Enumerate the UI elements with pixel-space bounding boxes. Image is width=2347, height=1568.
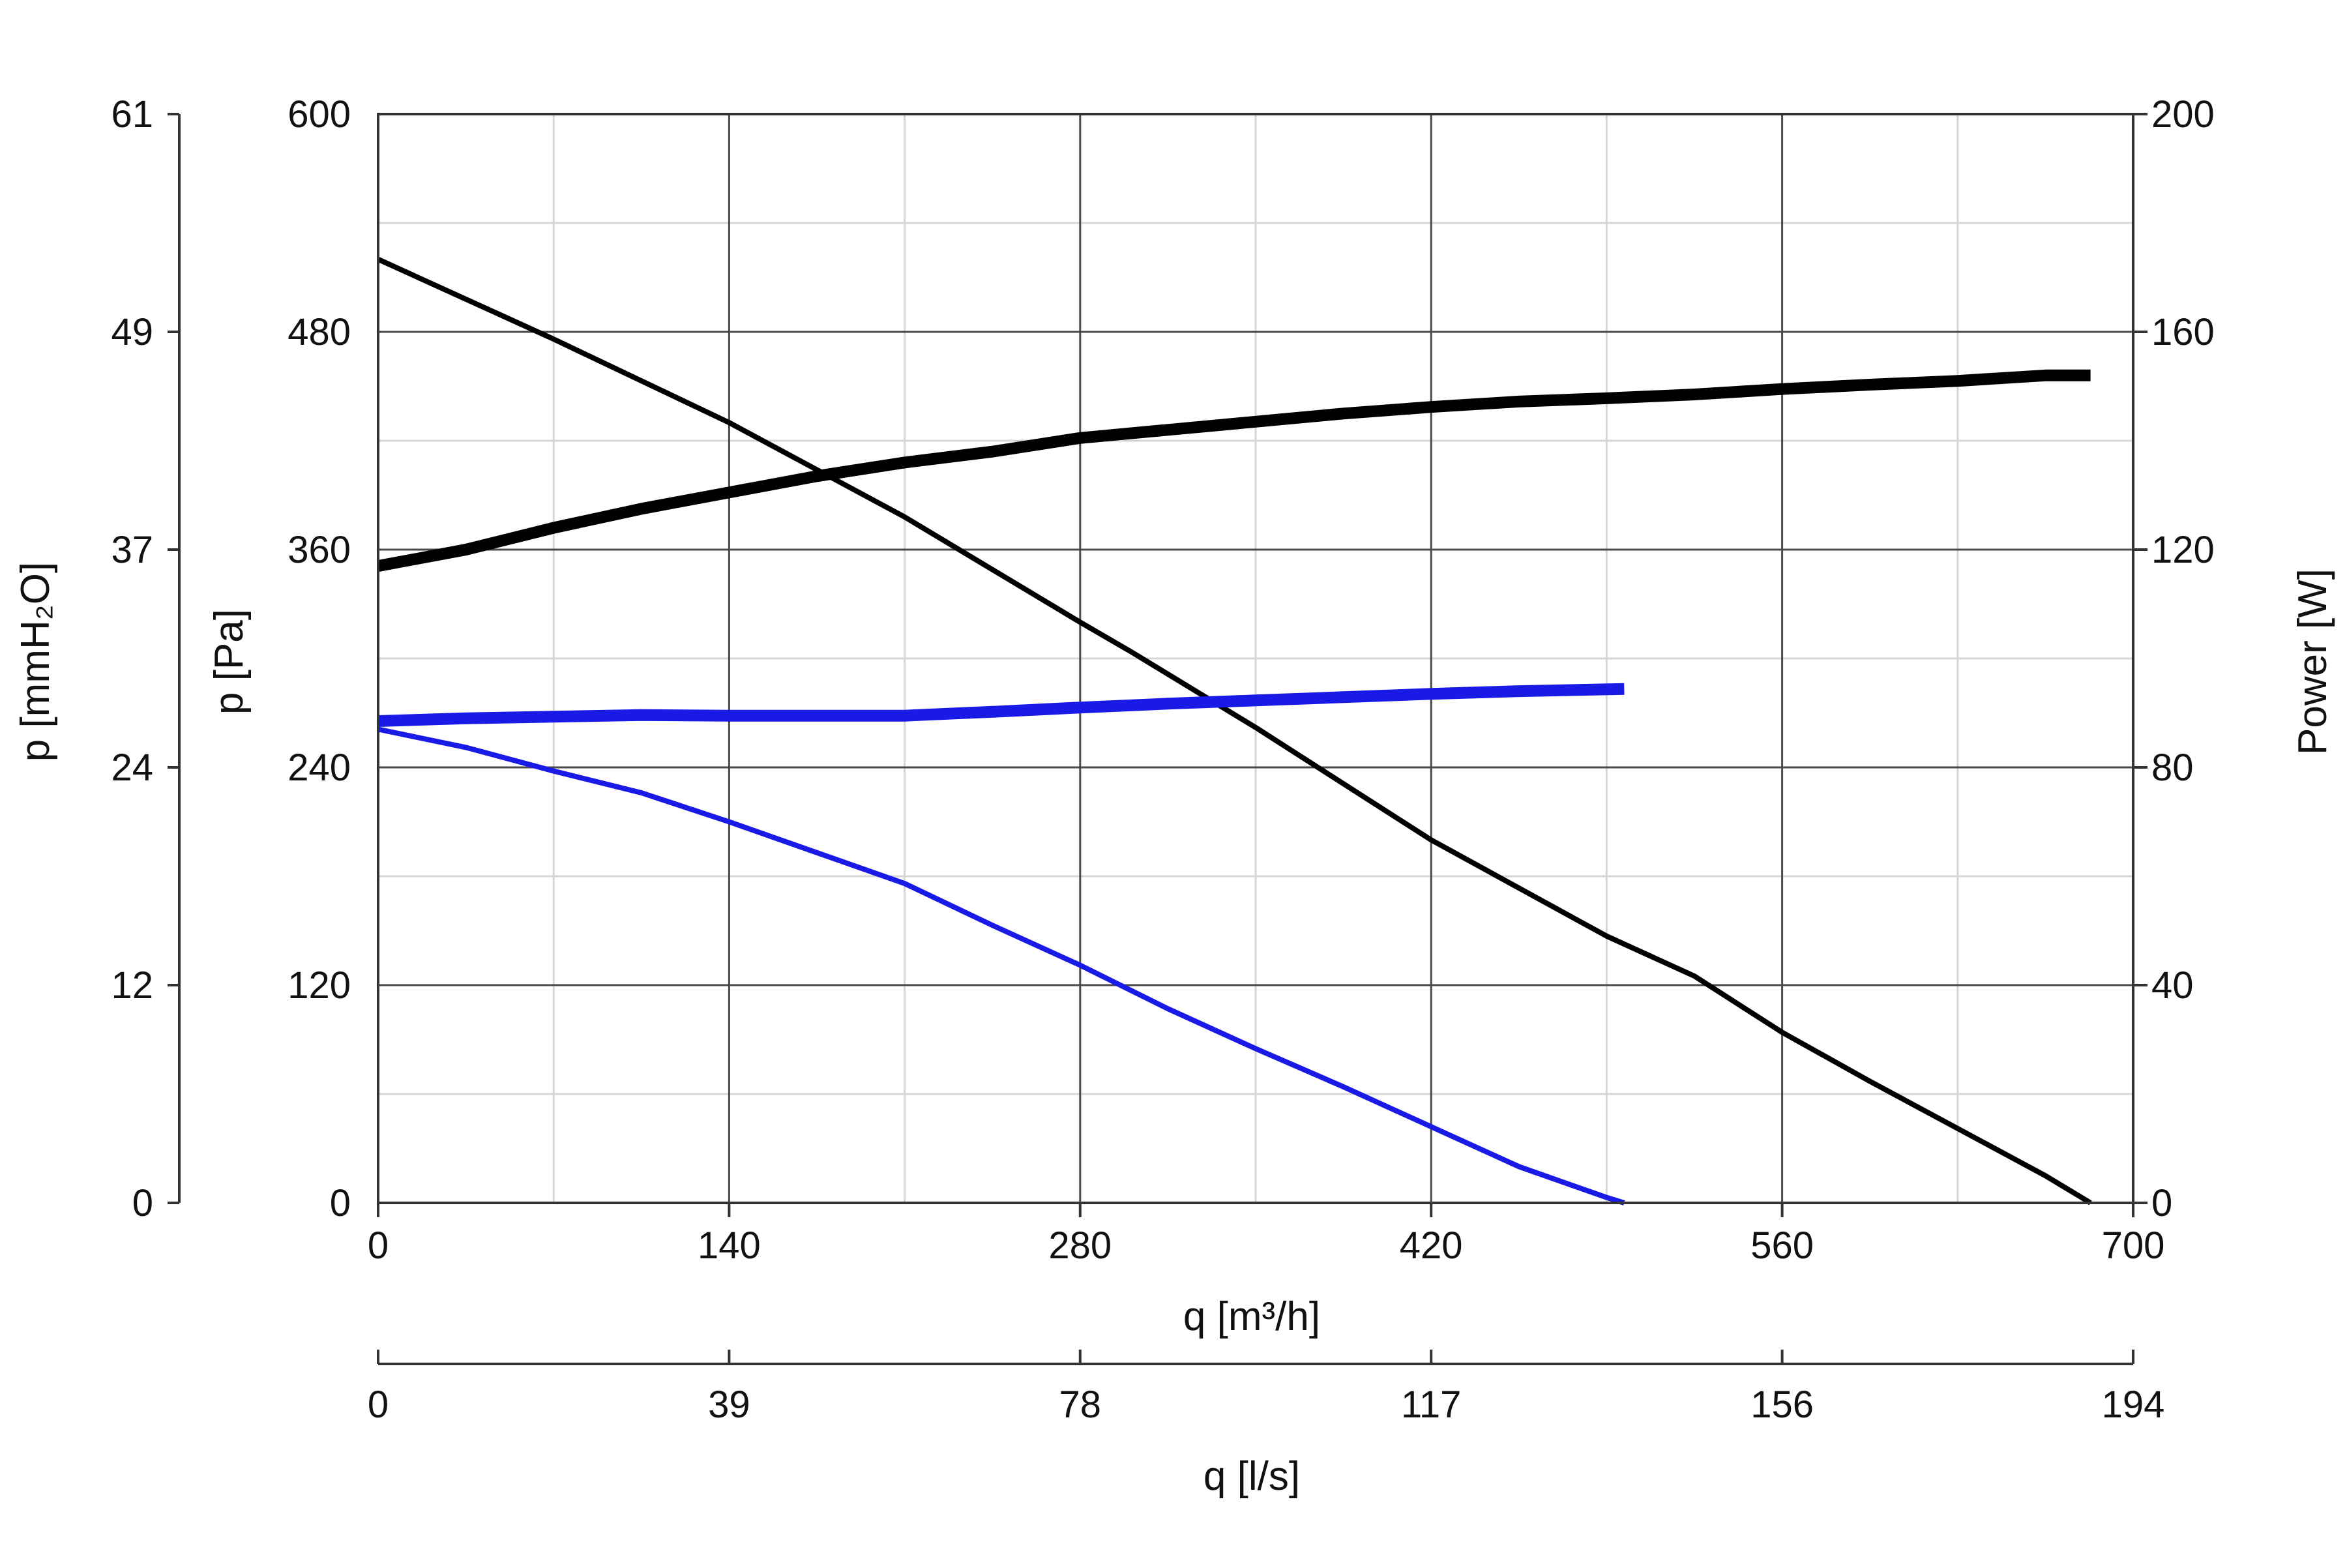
- x2-axis-title: q [l/s]: [1203, 1454, 1300, 1499]
- y3-axis-title: Power [W]: [2290, 569, 2335, 755]
- y-tick-label: 480: [288, 311, 351, 353]
- y-axis-title: p [Pa]: [207, 609, 252, 715]
- y2-axis-title: p [mmH₂O]: [13, 562, 58, 762]
- series-layer: [377, 257, 2092, 1206]
- x2-tick-label: 194: [2102, 1383, 2165, 1426]
- y-tick-label: 240: [288, 747, 351, 789]
- y3-tick-label: 120: [2151, 529, 2215, 571]
- y2-tick-label: 37: [111, 529, 153, 571]
- y2-tick-label: 49: [111, 311, 153, 353]
- x-axis-title: q [m³/h]: [1183, 1294, 1320, 1339]
- x2-tick-label: 0: [368, 1383, 389, 1426]
- series-curve-2: [377, 369, 2091, 572]
- x2-tick-label: 156: [1750, 1383, 1814, 1426]
- y2-tick-label: 12: [111, 964, 153, 1007]
- y-tick-label: 120: [288, 964, 351, 1007]
- y3-tick-label: 200: [2151, 93, 2215, 136]
- y3-tick-label: 0: [2151, 1182, 2172, 1224]
- x2-tick-label: 78: [1059, 1383, 1102, 1426]
- x2-tick-label: 117: [1401, 1383, 1461, 1426]
- plot-frame: [377, 113, 2134, 1204]
- y2-tick-label: 24: [111, 747, 153, 789]
- series-curve-4: [377, 683, 1625, 727]
- y-tick-label: 360: [288, 529, 351, 571]
- y2-tick-label: 61: [111, 93, 153, 136]
- x-tick-label: 0: [368, 1224, 389, 1267]
- x-tick-label: 560: [1750, 1224, 1814, 1267]
- y-tick-label: 600: [288, 93, 351, 136]
- x-tick-label: 140: [698, 1224, 761, 1267]
- grid: [378, 114, 2133, 1203]
- x-tick-label: 700: [2102, 1224, 2165, 1267]
- series-curve-3: [377, 726, 1625, 1206]
- y-tick-label: 0: [330, 1182, 351, 1224]
- y3-tick-label: 160: [2151, 311, 2215, 353]
- x-tick-label: 420: [1400, 1224, 1463, 1267]
- y2-tick-label: 0: [132, 1182, 153, 1224]
- x-tick-label: 280: [1048, 1224, 1112, 1267]
- y3-tick-label: 40: [2151, 964, 2194, 1007]
- y3-tick-label: 80: [2151, 747, 2194, 789]
- plot-border: [377, 113, 2134, 1204]
- series-curve-1: [377, 257, 2092, 1206]
- x2-tick-label: 39: [708, 1383, 750, 1426]
